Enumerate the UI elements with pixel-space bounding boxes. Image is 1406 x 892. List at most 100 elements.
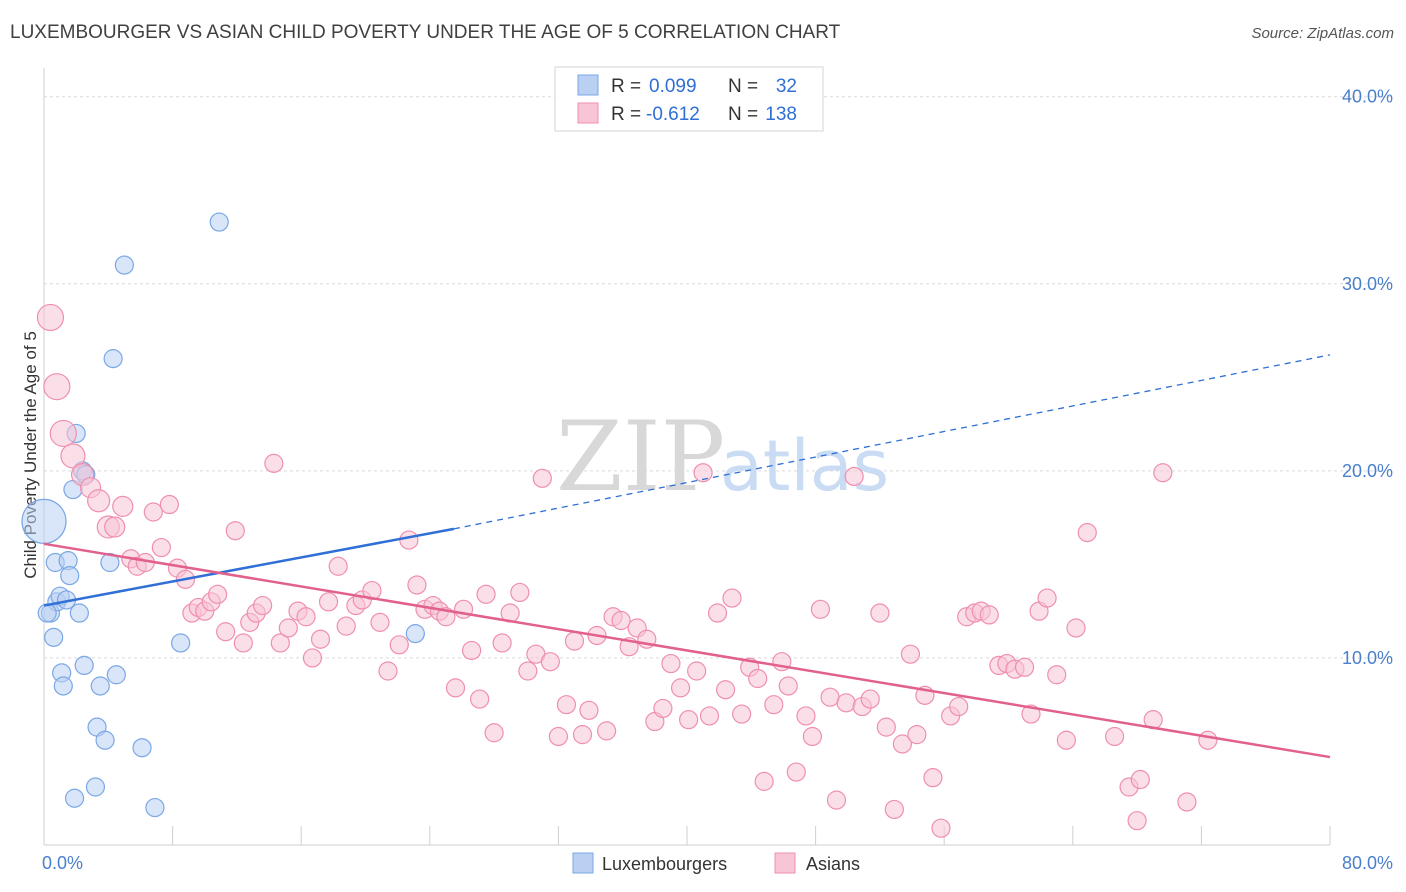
point-asians-96 xyxy=(802,726,822,747)
point-asians-137 xyxy=(1127,811,1147,831)
point-asians-15 xyxy=(159,494,179,515)
point-asians-3 xyxy=(60,443,86,469)
y-tick-label-0: 10.0% xyxy=(1342,648,1393,668)
point-asians-82 xyxy=(693,463,713,483)
point-asians-64 xyxy=(548,726,569,747)
point-asians-44 xyxy=(389,635,409,655)
point-asians-135 xyxy=(1177,792,1197,812)
chart-title: LUXEMBOURGER VS ASIAN CHILD POVERTY UNDE… xyxy=(10,22,841,43)
legend-swatch-asians xyxy=(577,102,599,124)
point-asians-66 xyxy=(564,631,585,651)
point-asians-56 xyxy=(484,723,504,743)
point-luxembourgers-23 xyxy=(103,349,123,369)
point-luxembourgers-10 xyxy=(60,566,80,586)
point-asians-90 xyxy=(754,771,774,791)
trend-line-luxembourgers-extension xyxy=(453,354,1331,530)
point-asians-37 xyxy=(328,556,348,576)
legend-n-label-2: N = xyxy=(728,104,758,125)
watermark-zip: ZIP xyxy=(556,401,725,513)
point-asians-98 xyxy=(820,687,840,707)
point-luxembourgers-29 xyxy=(209,212,229,232)
legend-r-label-1: R = xyxy=(611,76,641,97)
bottom-legend: Luxembourgers Asians xyxy=(572,852,860,874)
point-asians-67 xyxy=(572,725,593,745)
legend-r-value-2: -0.612 xyxy=(646,104,700,125)
point-asians-35 xyxy=(310,629,331,649)
point-luxembourgers-18 xyxy=(85,777,106,797)
bottom-legend-label-luxembourgers: Luxembourgers xyxy=(602,854,727,874)
point-asians-25 xyxy=(233,633,253,653)
gridlines xyxy=(44,96,1394,659)
point-asians-104 xyxy=(870,603,890,623)
point-asians-46 xyxy=(407,575,427,595)
x-tick-label-0: 0.0% xyxy=(42,853,83,873)
point-asians-86 xyxy=(722,588,742,608)
point-asians-79 xyxy=(670,678,691,698)
point-asians-108 xyxy=(900,644,921,664)
point-asians-130 xyxy=(1104,726,1125,747)
point-asians-101 xyxy=(844,466,864,487)
point-asians-31 xyxy=(278,618,298,638)
point-asians-93 xyxy=(778,676,798,696)
point-asians-2 xyxy=(49,419,77,448)
point-asians-84 xyxy=(707,603,728,623)
point-asians-89 xyxy=(748,668,768,689)
point-asians-87 xyxy=(732,704,752,724)
bottom-legend-label-asians: Asians xyxy=(806,854,860,874)
x-tick-labels: 0.0% 80.0% xyxy=(42,853,1393,873)
legend-swatch-luxembourgers xyxy=(577,74,599,96)
point-asians-57 xyxy=(492,633,512,653)
legend-n-value-1: 32 xyxy=(776,76,797,97)
point-asians-65 xyxy=(556,695,577,715)
point-luxembourgers-21 xyxy=(95,730,115,750)
point-asians-1 xyxy=(43,373,71,401)
legend-n-label-1: N = xyxy=(728,76,758,97)
point-asians-77 xyxy=(653,698,673,719)
point-asians-30 xyxy=(270,633,290,653)
y-tick-label-1: 20.0% xyxy=(1342,461,1393,481)
point-asians-95 xyxy=(796,706,816,726)
point-asians-134 xyxy=(1153,463,1173,483)
point-luxembourgers-31 xyxy=(405,624,425,644)
point-asians-78 xyxy=(661,653,681,674)
point-luxembourgers-25 xyxy=(114,255,134,275)
point-asians-136 xyxy=(1198,730,1218,750)
point-asians-112 xyxy=(931,818,951,838)
legend: R = 0.099 N = 32 R = -0.612 N = 138 xyxy=(554,66,824,132)
point-luxembourgers-26 xyxy=(132,738,152,758)
point-luxembourgers-20 xyxy=(90,676,110,696)
point-luxembourgers-0 xyxy=(21,498,67,544)
point-asians-125 xyxy=(1037,588,1057,608)
bottom-legend-swatch-luxembourgers xyxy=(572,852,594,874)
point-asians-43 xyxy=(378,661,398,681)
point-asians-33 xyxy=(296,607,316,627)
point-asians-28 xyxy=(253,595,273,616)
point-asians-80 xyxy=(679,710,699,730)
point-asians-81 xyxy=(687,661,707,681)
point-asians-14 xyxy=(151,537,171,558)
point-asians-9 xyxy=(112,495,134,517)
point-asians-29 xyxy=(264,453,284,473)
point-asians-128 xyxy=(1066,618,1086,638)
point-asians-54 xyxy=(470,689,490,709)
point-asians-127 xyxy=(1056,730,1076,750)
point-asians-60 xyxy=(518,661,538,681)
point-asians-70 xyxy=(597,721,617,741)
point-asians-126 xyxy=(1047,665,1067,685)
y-tick-labels: 10.0% 20.0% 30.0% 40.0% xyxy=(1342,87,1393,668)
bottom-legend-swatch-asians xyxy=(774,852,796,874)
point-asians-83 xyxy=(699,706,720,726)
point-asians-123 xyxy=(1021,704,1041,724)
point-asians-85 xyxy=(715,680,736,700)
point-luxembourgers-14 xyxy=(69,603,89,623)
point-asians-55 xyxy=(476,584,496,604)
watermark-atlas: atlas xyxy=(720,425,889,507)
point-asians-13 xyxy=(143,502,163,522)
point-asians-122 xyxy=(1014,657,1035,677)
point-asians-62 xyxy=(532,468,552,488)
point-asians-97 xyxy=(810,599,831,619)
watermark: ZIP atlas xyxy=(556,401,889,513)
point-asians-91 xyxy=(764,695,784,715)
chart-source: Source: ZipAtlas.com xyxy=(1251,25,1394,42)
point-asians-41 xyxy=(362,580,382,601)
